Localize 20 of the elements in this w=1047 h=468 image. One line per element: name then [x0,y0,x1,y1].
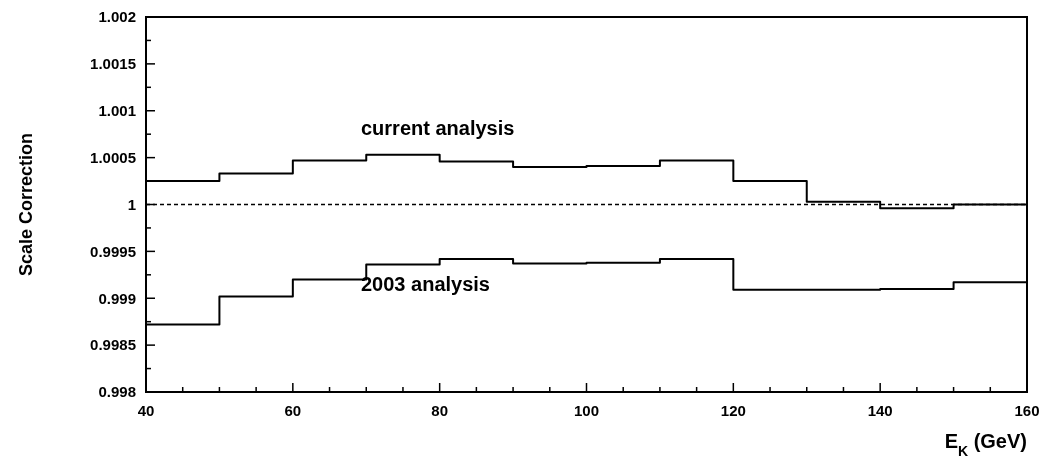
x-tick-label: 60 [284,402,302,419]
x-axis-title: E$_{K}$ (GeV) [944,430,1027,459]
y-tick-label: 0.9985 [90,336,136,354]
y-tick-label: 0.9995 [90,242,136,260]
x-tick-label: 140 [867,402,893,419]
x-tick-label: 100 [573,402,600,419]
x-tick-label: 40 [137,402,155,419]
x-tick-label: 120 [720,402,746,419]
y-tick-label: 1.001 [98,102,136,119]
y-tick-label: 1.0005 [90,148,136,166]
y-axis-title: Scale Correction [16,132,36,277]
annotation: 2003 analysis [361,273,490,295]
y-tick-label: 1 [127,195,136,213]
y-tick-label: 0.998 [98,383,136,401]
x-tick-label: 80 [431,402,449,419]
annotation: current analysis [361,117,515,139]
y-tick-label: 1.002 [98,8,136,26]
x-tick-label: 160 [1014,402,1040,419]
y-tick-label: 1.0015 [90,55,136,73]
y-tick-label: 0.999 [98,289,136,307]
